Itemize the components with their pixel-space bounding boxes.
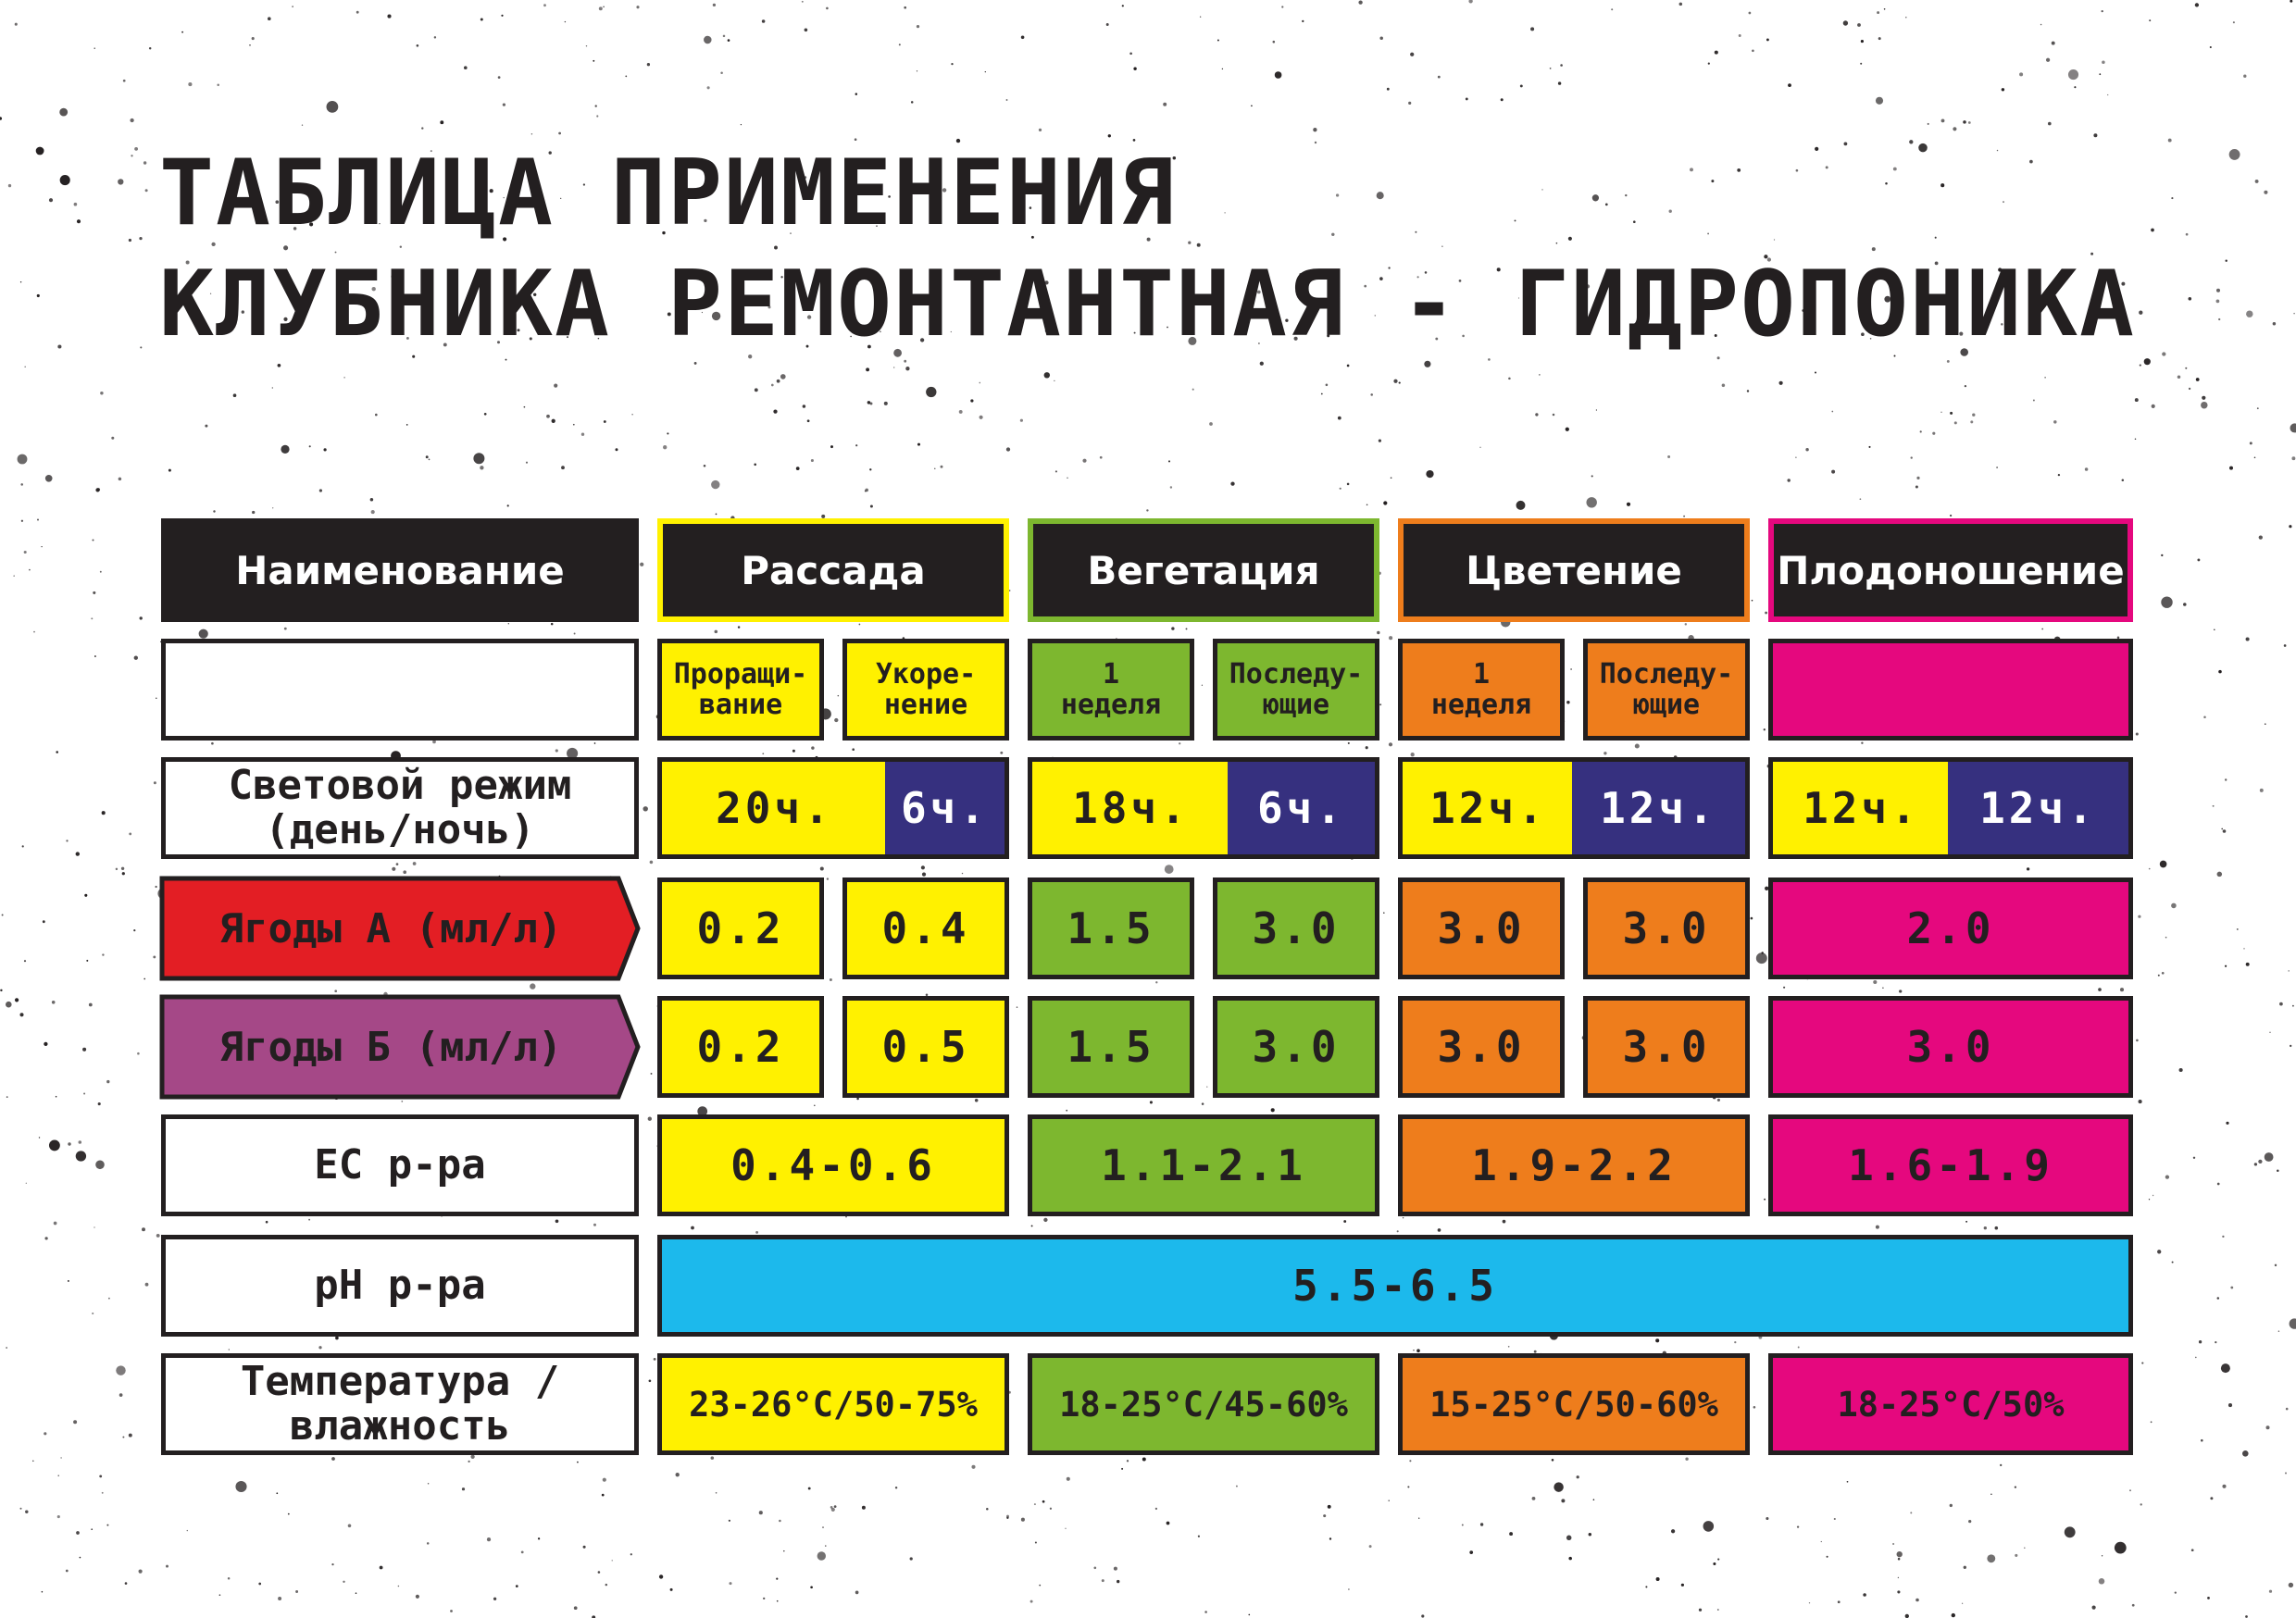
subheader-veg-next: Последу- ющие [1213,639,1379,741]
berries-a-rooting: 0.4 [842,877,1009,979]
light-rassada-night: 6ч. [885,757,1009,859]
berries-b-sprout: 0.2 [657,996,824,1098]
subheader-rooting: Укоре- нение [842,639,1009,741]
light-fruit-night: 12ч. [1948,757,2133,859]
berries-a-flow-week1: 3.0 [1398,877,1565,979]
berries-b-flow-next: 3.0 [1583,996,1750,1098]
berries-a-sprout: 0.2 [657,877,824,979]
light-veg-night: 6ч. [1228,757,1379,859]
header-flowering: Цветение [1398,518,1750,622]
subheader-label-empty [161,639,639,741]
subheader-veg-week1: 1 неделя [1028,639,1194,741]
ec-rassada: 0.4-0.6 [657,1114,1009,1216]
temperature-label: Температура / влажность [161,1353,639,1455]
ph-value: 5.5-6.5 [657,1235,2133,1337]
header-name: Наименование [161,518,639,622]
light-label: Световой режим (день/ночь) [161,757,639,859]
subheader-flow-next: Последу- ющие [1583,639,1750,741]
berries-a-veg-next: 3.0 [1213,877,1379,979]
subheader-fruiting [1768,639,2133,741]
berries-b-veg-week1: 1.5 [1028,996,1194,1098]
berries-b-rooting: 0.5 [842,996,1009,1098]
light-veg-day: 18ч. [1028,757,1229,859]
light-flow-night: 12ч. [1572,757,1750,859]
temperature-rassada: 23-26°C/50-75% [657,1353,1009,1455]
ec-flowering: 1.9-2.2 [1398,1114,1750,1216]
ec-vegetation: 1.1-2.1 [1028,1114,1379,1216]
berries-b-label: Ягоды Б (мл/л) [218,1023,563,1071]
berries-b-veg-next: 3.0 [1213,996,1379,1098]
berries-b-arrow [159,994,641,1100]
ec-fruiting: 1.6-1.9 [1768,1114,2133,1216]
header-fruiting: Плодоношение [1768,518,2133,622]
subheader-flow-week1: 1 неделя [1398,639,1565,741]
light-fruit-day: 12ч. [1768,757,1950,859]
ph-label: pH р-ра [161,1235,639,1337]
ec-label: EC р-ра [161,1114,639,1216]
berries-a-arrow [159,876,641,981]
header-vegetation: Вегетация [1028,518,1379,622]
temperature-vegetation: 18-25°C/45-60% [1028,1353,1379,1455]
temperature-flowering: 15-25°C/50-60% [1398,1353,1750,1455]
berries-a-flow-next: 3.0 [1583,877,1750,979]
title-line-1: ТАБЛИЦА ПРИМЕНЕНИЯ [159,141,1177,246]
berries-a-fruiting: 2.0 [1768,877,2133,979]
berries-b-flow-week1: 3.0 [1398,996,1565,1098]
subheader-sprout: Проращи- вание [657,639,824,741]
light-flow-day: 12ч. [1398,757,1574,859]
berries-b-fruiting: 3.0 [1768,996,2133,1098]
temperature-fruiting: 18-25°C/50% [1768,1353,2133,1455]
berries-a-label: Ягоды А (мл/л) [218,904,563,952]
header-rassada: Рассада [657,518,1009,622]
light-rassada-day: 20ч. [657,757,887,859]
title-line-2: КЛУБНИКА РЕМОНТАНТНАЯ - ГИДРОПОНИКА [159,252,2137,357]
berries-a-veg-week1: 1.5 [1028,877,1194,979]
